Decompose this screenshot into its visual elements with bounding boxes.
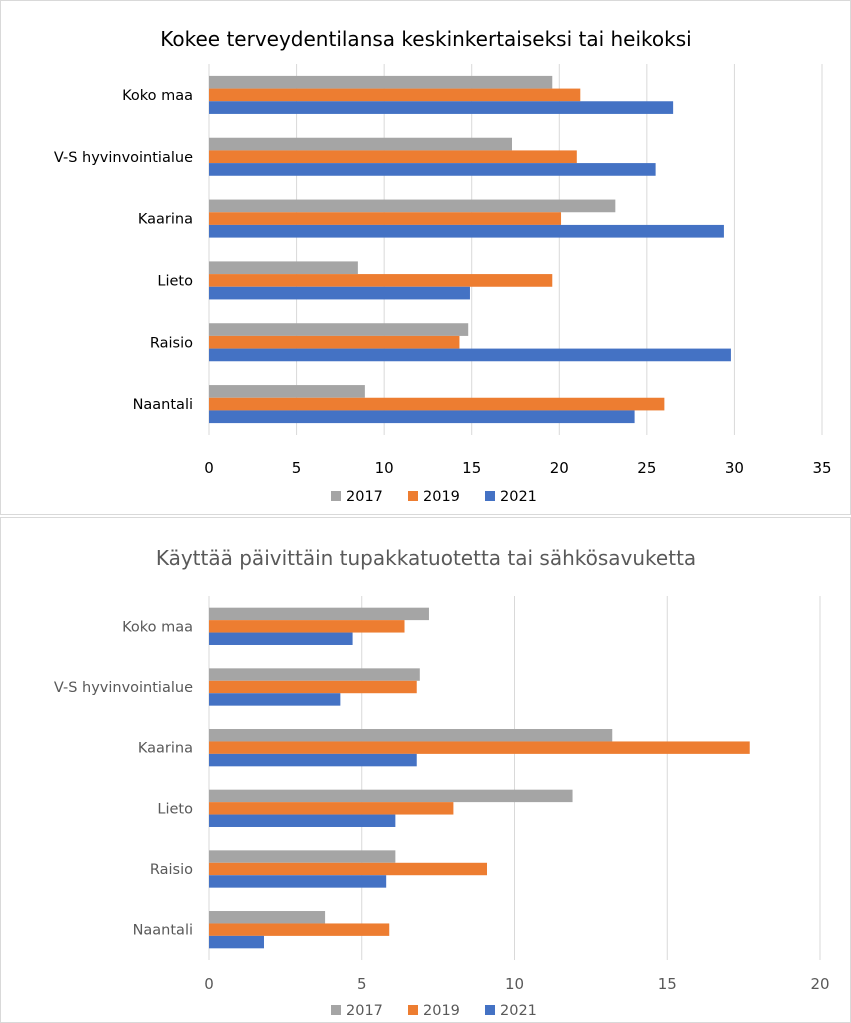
bar-2019 — [209, 335, 460, 349]
chart-title: Käyttää päivittäin tupakkatuotetta tai s… — [156, 546, 696, 570]
category-label: Koko maa — [122, 88, 193, 104]
legend-label: 2017 — [346, 1003, 383, 1019]
bar-2021 — [209, 163, 656, 176]
x-tick-label: 10 — [375, 459, 394, 477]
bar-2019 — [209, 150, 577, 164]
legend-swatch — [485, 491, 495, 501]
chart-panel-tupakka: Käyttää päivittäin tupakkatuotetta tai s… — [0, 517, 851, 1023]
bar-2017 — [209, 323, 469, 336]
chart-title: Kokee terveydentilansa keskinkertaiseksi… — [160, 27, 691, 51]
bar-2019 — [209, 741, 750, 754]
bar-2017 — [209, 137, 512, 151]
x-tick-label: 0 — [204, 459, 214, 477]
bar-2021 — [209, 693, 341, 706]
category-label: Kaarina — [138, 741, 193, 757]
bar-2017 — [209, 199, 616, 213]
bar-2017 — [209, 75, 553, 89]
category-label: Lieto — [157, 273, 193, 289]
category-label: Raisio — [150, 335, 193, 351]
legend-swatch — [331, 1005, 341, 1015]
legend-swatch — [408, 491, 418, 501]
chart-tupakka: Käyttää päivittäin tupakkatuotetta tai s… — [54, 546, 830, 1019]
legend-label: 2017 — [346, 489, 383, 505]
legend-label: 2019 — [423, 489, 460, 505]
bar-2017 — [209, 607, 429, 621]
legend-label: 2021 — [500, 489, 537, 505]
category-label: V-S hyvinvointialue — [54, 680, 193, 696]
x-tick-label: 20 — [810, 975, 829, 993]
bar-2019 — [209, 923, 390, 936]
bar-2017 — [209, 385, 365, 398]
bar-2021 — [209, 348, 731, 362]
x-tick-label: 20 — [550, 459, 569, 477]
bar-2019 — [209, 862, 488, 876]
category-label: Koko maa — [122, 619, 193, 635]
legend-swatch — [408, 1005, 418, 1015]
bar-2017 — [209, 729, 613, 742]
x-tick-label: 5 — [292, 459, 302, 477]
legend-label: 2021 — [500, 1003, 537, 1019]
bar-2021 — [209, 410, 635, 424]
x-tick-label: 10 — [505, 975, 524, 993]
legend-swatch — [485, 1005, 495, 1015]
x-tick-label: 5 — [357, 975, 367, 993]
bar-2021 — [209, 875, 387, 888]
bar-2021 — [209, 632, 353, 645]
category-label: Naantali — [133, 923, 193, 939]
bar-2021 — [209, 224, 724, 238]
x-tick-label: 15 — [462, 459, 481, 477]
bar-2019 — [209, 397, 665, 411]
category-label: Kaarina — [138, 212, 193, 228]
bar-2019 — [209, 274, 553, 287]
category-label: V-S hyvinvointialue — [54, 150, 193, 166]
bar-2021 — [209, 753, 417, 767]
category-label: Raisio — [150, 862, 193, 878]
bar-2019 — [209, 620, 405, 633]
bar-2017 — [209, 668, 420, 681]
bar-2021 — [209, 101, 674, 114]
bar-2021 — [209, 935, 264, 949]
chart-panel-terveydentila: Kokee terveydentilansa keskinkertaiseksi… — [0, 0, 851, 515]
bar-2019 — [209, 680, 417, 694]
legend-swatch — [331, 491, 341, 501]
x-tick-label: 0 — [204, 975, 214, 993]
chart-terveydentila: Kokee terveydentilansa keskinkertaiseksi… — [54, 27, 832, 505]
bar-2017 — [209, 850, 396, 863]
bar-2017 — [209, 261, 358, 275]
category-label: Naantali — [133, 397, 193, 413]
x-tick-label: 35 — [812, 459, 831, 477]
bar-2021 — [209, 286, 470, 300]
x-tick-label: 30 — [725, 459, 744, 477]
bar-2019 — [209, 88, 581, 102]
bar-2021 — [209, 814, 396, 827]
x-tick-label: 25 — [637, 459, 656, 477]
x-tick-label: 15 — [658, 975, 677, 993]
bar-2019 — [209, 802, 454, 815]
bar-2019 — [209, 212, 562, 225]
bar-2017 — [209, 789, 573, 803]
legend-label: 2019 — [423, 1003, 460, 1019]
category-label: Lieto — [157, 801, 193, 817]
bar-2017 — [209, 911, 326, 924]
